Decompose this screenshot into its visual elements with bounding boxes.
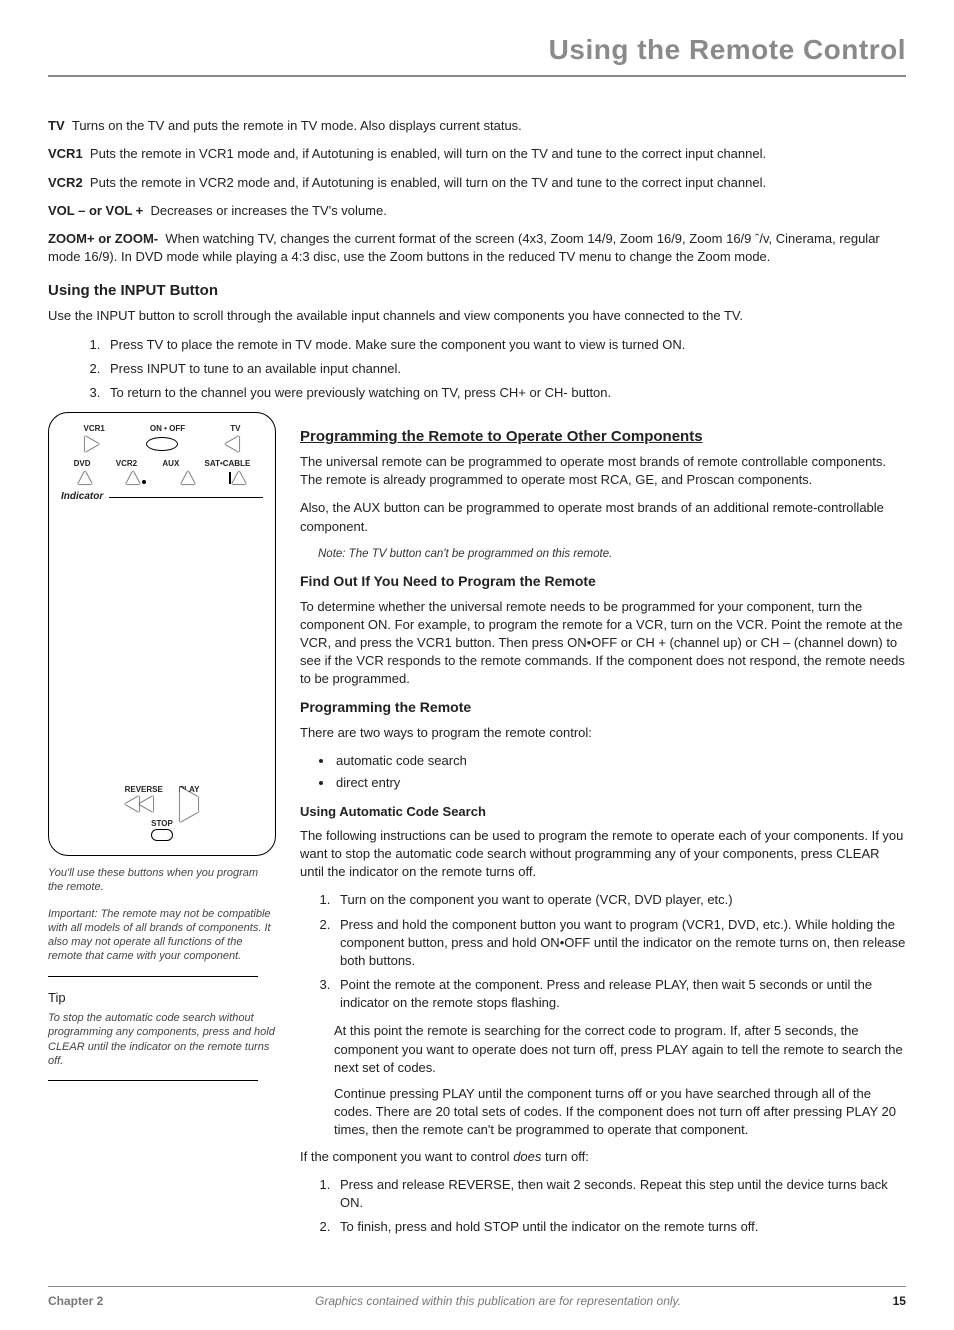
term-label: VCR2 xyxy=(48,175,83,190)
note-text: Note: The TV button can't be programmed … xyxy=(318,546,906,562)
divider xyxy=(48,976,258,977)
figure-caption: You'll use these buttons when you progra… xyxy=(48,866,276,895)
triangle-up-icon xyxy=(232,471,246,484)
footer-disclaimer: Graphics contained within this publicati… xyxy=(315,1293,681,1310)
triangle-up-icon xyxy=(78,471,92,484)
chapter-label: Chapter 2 xyxy=(48,1293,103,1310)
figure-important-note: Important: The remote may not be compati… xyxy=(48,907,276,964)
fig-label: ON • OFF xyxy=(150,423,185,434)
term-label: ZOOM+ or ZOOM- xyxy=(48,231,158,246)
prog-heading: Programming the Remote xyxy=(300,698,906,718)
input-button-heading: Using the INPUT Button xyxy=(48,280,906,301)
findout-heading: Find Out If You Need to Program the Remo… xyxy=(300,572,906,592)
indicator-label: Indicator xyxy=(61,490,103,504)
play-right-icon xyxy=(85,436,99,452)
list-item: To finish, press and hold STOP until the… xyxy=(334,1218,906,1236)
fig-label: DVD xyxy=(74,458,91,469)
triangle-up-icon xyxy=(181,471,195,484)
fig-label: VCR1 xyxy=(84,423,105,434)
turnoff-steps-list: Press and release REVERSE, then wait 2 s… xyxy=(334,1176,906,1237)
list-item: direct entry xyxy=(334,774,906,792)
fig-label: VCR2 xyxy=(116,458,137,469)
body-text: The following instructions can be used t… xyxy=(300,827,906,882)
indicator-dot-icon xyxy=(142,480,146,484)
auto-steps-list: Turn on the component you want to operat… xyxy=(334,891,906,1012)
input-steps-list: Press TV to place the remote in TV mode.… xyxy=(104,336,906,403)
fig-label: TV xyxy=(230,423,240,434)
play-icon xyxy=(179,796,200,814)
page-number: 15 xyxy=(893,1293,906,1310)
body-text: If the component you want to control doe… xyxy=(300,1148,906,1166)
indicator-line xyxy=(109,497,263,498)
divider xyxy=(48,1080,258,1081)
programming-heading: Programming the Remote to Operate Other … xyxy=(300,426,906,447)
body-text: Continue pressing PLAY until the compone… xyxy=(334,1085,906,1140)
list-item: Turn on the component you want to operat… xyxy=(334,891,906,909)
methods-list: automatic code search direct entry xyxy=(334,752,906,792)
tip-body: To stop the automatic code search withou… xyxy=(48,1011,276,1068)
body-text: Also, the AUX button can be programmed t… xyxy=(300,499,906,535)
list-item: automatic code search xyxy=(334,752,906,770)
term-desc: Decreases or increases the TV's volume. xyxy=(150,203,386,218)
list-item: To return to the channel you were previo… xyxy=(104,384,906,402)
term-label: VOL – or VOL + xyxy=(48,203,143,218)
body-text: To determine whether the universal remot… xyxy=(300,598,906,689)
term-desc: Turns on the TV and puts the remote in T… xyxy=(72,118,522,133)
text-span: turn off: xyxy=(541,1149,588,1164)
tip-heading: Tip xyxy=(48,989,276,1007)
onoff-icon xyxy=(146,437,178,451)
fig-label: AUX xyxy=(162,458,179,469)
remote-figure: VCR1 ON • OFF TV DVD VCR2 AUX SAT•CABLE xyxy=(48,412,276,856)
list-item: Press and release REVERSE, then wait 2 s… xyxy=(334,1176,906,1212)
auto-search-heading: Using Automatic Code Search xyxy=(300,803,906,821)
term-label: VCR1 xyxy=(48,146,83,161)
stop-icon xyxy=(151,829,173,841)
term-label: TV xyxy=(48,118,65,133)
list-item: Press and hold the component button you … xyxy=(334,916,906,971)
page-title: Using the Remote Control xyxy=(48,30,906,77)
emphasis: does xyxy=(513,1149,541,1164)
term-block: TV Turns on the TV and puts the remote i… xyxy=(48,117,906,266)
list-item: Point the remote at the component. Press… xyxy=(334,976,906,1012)
triangle-up-icon xyxy=(126,471,140,484)
term-desc: Puts the remote in VCR2 mode and, if Aut… xyxy=(90,175,766,190)
page-footer: Chapter 2 Graphics contained within this… xyxy=(48,1286,906,1310)
body-text: At this point the remote is searching fo… xyxy=(334,1022,906,1077)
term-desc: When watching TV, changes the current fo… xyxy=(48,231,880,264)
play-left-icon xyxy=(225,436,239,452)
list-item: Press INPUT to tune to an available inpu… xyxy=(104,360,906,378)
fig-label: STOP xyxy=(142,818,182,829)
body-text: The universal remote can be programmed t… xyxy=(300,453,906,489)
text-span: If the component you want to control xyxy=(300,1149,513,1164)
input-button-intro: Use the INPUT button to scroll through t… xyxy=(48,307,906,325)
fig-label: SAT•CABLE xyxy=(205,458,251,469)
reverse-icon xyxy=(125,796,163,812)
fig-label: REVERSE xyxy=(125,784,163,795)
list-item: Press TV to place the remote in TV mode.… xyxy=(104,336,906,354)
body-text: There are two ways to program the remote… xyxy=(300,724,906,742)
term-desc: Puts the remote in VCR1 mode and, if Aut… xyxy=(90,146,766,161)
